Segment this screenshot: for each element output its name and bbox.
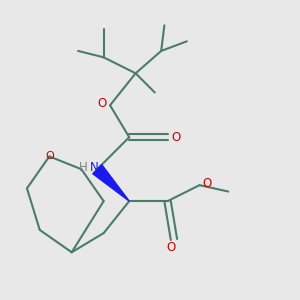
Text: N: N (90, 161, 98, 174)
Polygon shape (93, 165, 129, 201)
Text: O: O (166, 241, 176, 254)
Text: O: O (202, 177, 211, 190)
Text: O: O (171, 131, 180, 144)
Text: H: H (79, 161, 87, 174)
Text: O: O (45, 152, 54, 161)
Text: O: O (98, 97, 107, 110)
